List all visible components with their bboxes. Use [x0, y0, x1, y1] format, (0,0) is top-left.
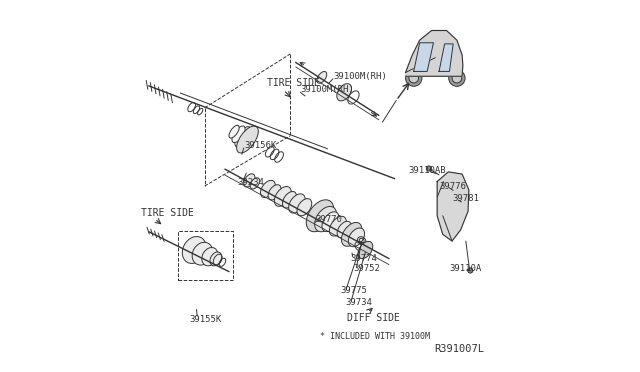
- Ellipse shape: [315, 206, 337, 232]
- Ellipse shape: [182, 237, 206, 263]
- Ellipse shape: [337, 84, 351, 101]
- Text: 39100M(RH): 39100M(RH): [333, 72, 387, 81]
- Ellipse shape: [210, 252, 221, 266]
- Polygon shape: [437, 172, 468, 241]
- Text: 39155K: 39155K: [189, 315, 221, 324]
- Text: 39110A: 39110A: [449, 264, 482, 273]
- Text: 39156K: 39156K: [244, 141, 276, 150]
- Text: DIFF SIDE: DIFF SIDE: [347, 313, 399, 323]
- Text: 39776: 39776: [439, 182, 466, 190]
- Ellipse shape: [341, 222, 362, 246]
- Ellipse shape: [268, 185, 281, 200]
- Ellipse shape: [202, 247, 218, 266]
- Text: R391007L: R391007L: [435, 344, 484, 354]
- Polygon shape: [413, 43, 433, 71]
- Text: 39100M(RH): 39100M(RH): [301, 85, 355, 94]
- Text: 39734: 39734: [346, 298, 372, 307]
- Ellipse shape: [307, 200, 333, 232]
- Circle shape: [454, 194, 465, 204]
- Ellipse shape: [275, 186, 291, 206]
- Circle shape: [444, 187, 458, 201]
- Text: TIRE SIDE: TIRE SIDE: [141, 208, 193, 218]
- Ellipse shape: [235, 127, 251, 147]
- Text: 39752: 39752: [353, 264, 380, 273]
- Circle shape: [406, 70, 422, 86]
- Polygon shape: [406, 31, 463, 76]
- Ellipse shape: [322, 212, 339, 232]
- Circle shape: [452, 73, 461, 83]
- Ellipse shape: [330, 216, 346, 236]
- Polygon shape: [439, 44, 453, 71]
- Bar: [178, 231, 233, 280]
- Circle shape: [448, 214, 460, 225]
- Ellipse shape: [282, 192, 296, 208]
- Ellipse shape: [229, 125, 239, 138]
- Ellipse shape: [337, 221, 351, 238]
- Ellipse shape: [358, 241, 372, 259]
- Ellipse shape: [238, 127, 257, 152]
- Ellipse shape: [244, 174, 255, 187]
- Text: 39775: 39775: [340, 286, 367, 295]
- Ellipse shape: [192, 242, 212, 265]
- Text: 39110AB: 39110AB: [408, 166, 446, 175]
- Circle shape: [449, 70, 465, 86]
- Text: 39774: 39774: [351, 254, 378, 263]
- Text: * INCLUDED WITH 39100M: * INCLUDED WITH 39100M: [320, 332, 430, 341]
- Circle shape: [468, 268, 473, 273]
- Circle shape: [409, 73, 419, 83]
- Text: 39770: 39770: [315, 215, 342, 224]
- Ellipse shape: [232, 126, 245, 142]
- Text: 39781: 39781: [452, 194, 479, 203]
- Ellipse shape: [317, 71, 327, 83]
- Ellipse shape: [260, 180, 275, 198]
- Text: TIRE SIDE: TIRE SIDE: [267, 78, 320, 87]
- Ellipse shape: [297, 199, 312, 216]
- Ellipse shape: [250, 178, 260, 189]
- Ellipse shape: [289, 194, 305, 213]
- Circle shape: [426, 166, 431, 171]
- Ellipse shape: [348, 228, 365, 247]
- Text: 39234: 39234: [237, 178, 264, 187]
- Ellipse shape: [237, 126, 259, 153]
